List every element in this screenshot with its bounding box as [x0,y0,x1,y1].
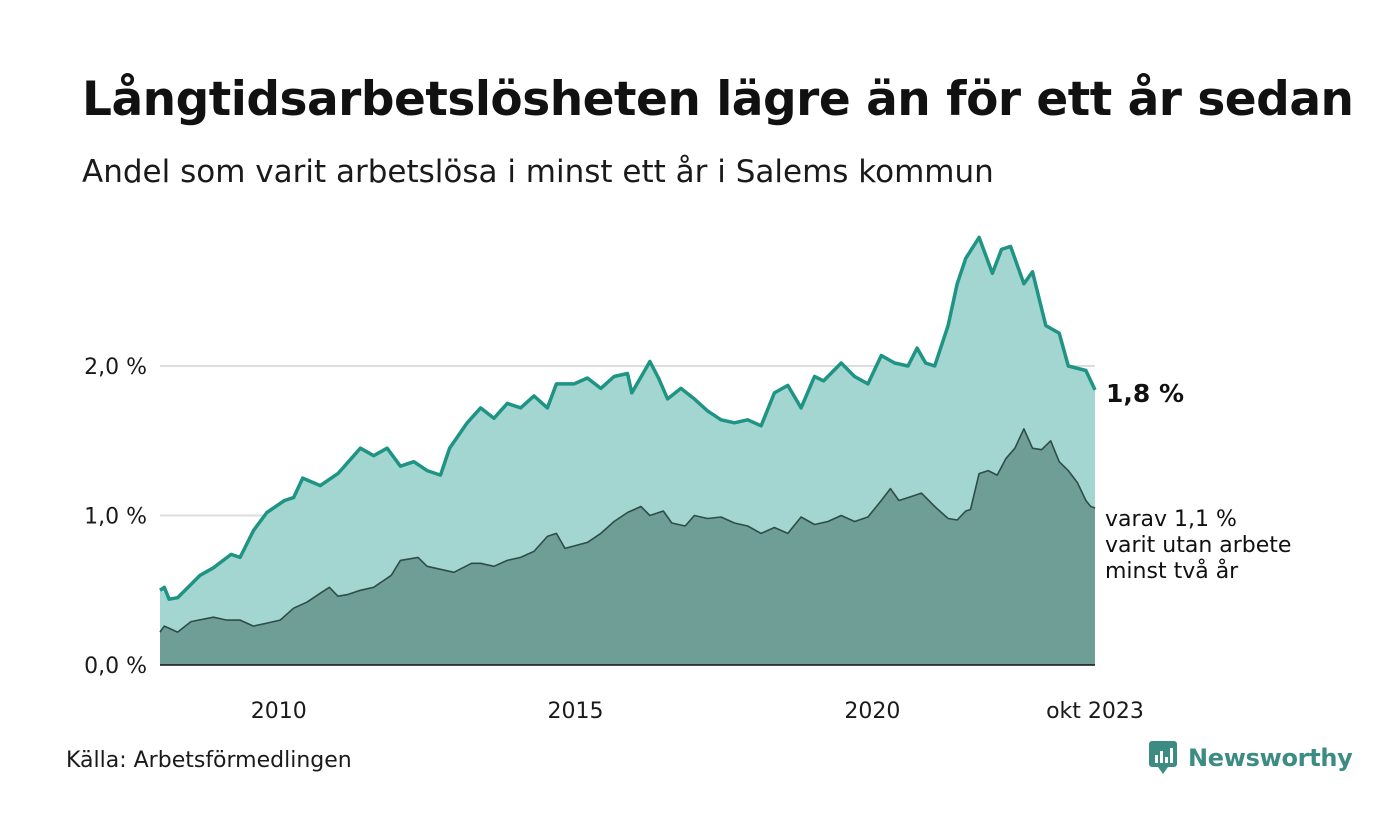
chart-title: Långtidsarbetslösheten lägre än för ett … [82,72,1354,127]
end-label-total: 1,8 % [1106,379,1184,408]
x-tick-label: 2020 [844,699,900,724]
end-label-long-term: varav 1,1 % varit utan arbete minst två år [1105,507,1291,584]
x-tick-label: 2015 [548,699,604,724]
newsworthy-logo-icon [1149,741,1177,774]
line-total-unemployed [158,235,1097,601]
line-long-term-unemployed [159,428,1096,633]
x-tick-label: 2010 [251,699,307,724]
y-tick-label: 0,0 % [84,654,147,679]
source-note: Källa: Arbetsförmedlingen [66,748,352,773]
end-label-line: minst två år [1105,558,1239,584]
y-axis-ticks: 0,0 % 1,0 % 2,0 % [84,355,147,679]
x-axis-ticks: 2010 2015 2020 okt 2023 [251,699,1144,724]
area-long-term-unemployed [160,428,1095,665]
end-label-line: varit utan arbete [1105,533,1291,558]
y-tick-label: 1,0 % [84,505,147,530]
end-label-line: varav 1,1 % [1105,507,1237,532]
brand-logo[interactable]: Newsworthy [1148,740,1353,776]
chart-subtitle: Andel som varit arbetslösa i minst ett å… [82,154,994,190]
y-tick-label: 2,0 % [84,355,147,380]
brand-name: Newsworthy [1188,744,1353,772]
x-tick-label: okt 2023 [1046,699,1144,724]
end-labels: 1,8 % varav 1,1 % varit utan arbete minst t… [1105,379,1291,584]
